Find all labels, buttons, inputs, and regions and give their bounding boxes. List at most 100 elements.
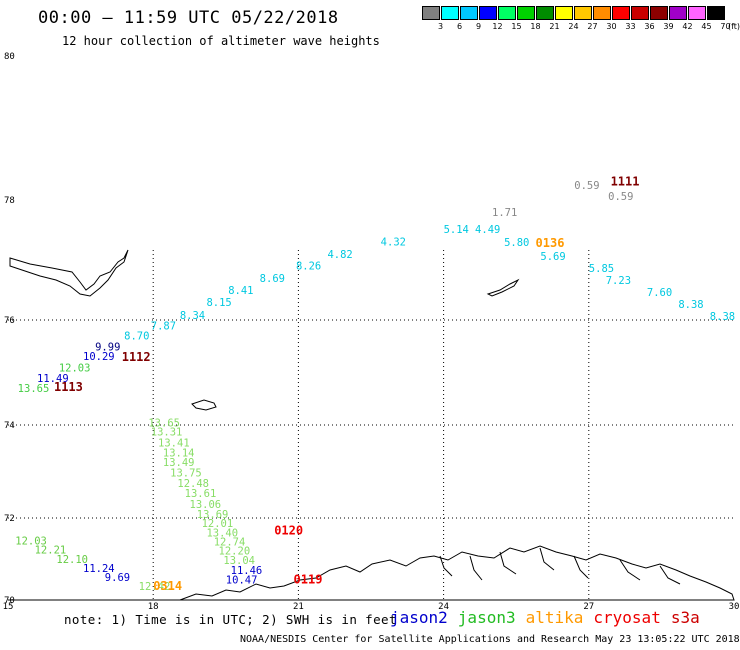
satellite-legend-entry: cryosat	[593, 608, 661, 627]
wave-height-reading: 13.65	[148, 417, 180, 429]
wave-height-reading: 12.03	[59, 362, 91, 374]
pass-time-label: 0120	[274, 523, 303, 537]
pass-time-labels: 1111 0136 1112 1113 0120 0119 0314	[54, 175, 640, 594]
lat-tick-label: 72	[4, 514, 15, 524]
pass-time-label: 1111	[611, 175, 640, 189]
colorbar-label: 33	[625, 22, 636, 31]
wave-height-reading: 8.38	[678, 299, 703, 311]
lat-tick-label: 70	[4, 596, 15, 606]
wave-height-reading: 0.59	[608, 191, 633, 203]
map-subtitle: 12 hour collection of altimeter wave hei…	[62, 34, 380, 48]
wave-height-reading: 12.48	[177, 478, 209, 490]
wave-height-reading: 12.42	[139, 581, 171, 593]
wave-height-reading: 13.49	[163, 457, 195, 469]
wave-height-reading: 8.38	[710, 311, 735, 323]
colorbar-swatch	[612, 6, 630, 20]
colorbar-swatch	[593, 6, 611, 20]
satellite-legend: jason2 jason3 altika cryosat s3a	[390, 608, 710, 627]
satellite-legend-entry: jason3	[457, 608, 516, 627]
colorbar-swatch	[479, 6, 497, 20]
wave-height-reading: 4.49	[475, 224, 500, 236]
pass-time-label: 1113	[54, 380, 83, 394]
colorbar-label: 45	[701, 22, 712, 31]
wave-height-reading: 11.46	[231, 565, 263, 577]
colorbar-swatch	[441, 6, 459, 20]
wave-height-reading: 12.01	[202, 518, 234, 530]
lon-tick-label: 21	[293, 602, 304, 612]
lon-tick-label: 30	[729, 602, 740, 612]
lon-tick-label: 18	[148, 602, 159, 612]
wave-height-reading: 13.41	[158, 437, 190, 449]
map-title: 00:00 – 11:59 UTC 05/22/2018	[38, 8, 339, 28]
svalbard-coast	[9, 249, 129, 297]
colorbar-label: 30	[606, 22, 617, 31]
colorbar-label: 3	[437, 22, 444, 31]
wave-height-reading: 0.59	[574, 180, 599, 192]
colorbar-label: 9	[475, 22, 482, 31]
wave-height-reading: 8.34	[180, 310, 205, 322]
colorbar-label: 39	[663, 22, 674, 31]
colorbar-swatch	[555, 6, 573, 20]
colorbar-swatch	[460, 6, 478, 20]
wave-height-reading: 12.20	[219, 545, 251, 557]
bear-island	[191, 399, 217, 411]
colorbar-swatch	[688, 6, 706, 20]
lon-tick-label: 27	[583, 602, 594, 612]
wave-height-reading: 10.47	[226, 575, 258, 587]
colorbar-swatch	[669, 6, 687, 20]
lat-tick-label: 76	[4, 316, 15, 326]
wave-height-reading: 5.14	[444, 224, 469, 236]
pass-time-label: 0136	[536, 236, 565, 250]
colorbar-swatch	[517, 6, 535, 20]
lat-tick-label: 78	[4, 196, 15, 206]
wave-height-reading: 13.69	[197, 509, 229, 521]
wave-height-reading: 11.24	[83, 563, 115, 575]
credit-footer: NOAA/NESDIS Center for Satellite Applica…	[240, 634, 740, 645]
colorbar-label: 6	[456, 22, 463, 31]
wave-height-reading: 11.49	[37, 373, 69, 385]
wave-height-reading: 13.14	[163, 448, 195, 460]
satellite-legend-entry: s3a	[670, 608, 700, 627]
colorbar-swatch	[498, 6, 516, 20]
wave-height-reading: 7.60	[647, 287, 672, 299]
colorbar-swatch	[650, 6, 668, 20]
colorbar-label: 12	[492, 22, 503, 31]
wave-height-reading: 9.69	[105, 572, 130, 584]
wave-height-reading: 4.32	[381, 237, 406, 249]
wave-height-reading: 12.10	[56, 554, 88, 566]
kong-karls-land	[486, 278, 520, 297]
wave-height-reading: 7.87	[151, 320, 176, 332]
norway-coast	[179, 545, 735, 601]
colorbar-swatch	[422, 6, 440, 20]
lon-tick-label: 24	[438, 602, 449, 612]
wave-height-reading: 13.65	[18, 383, 50, 395]
wave-height-reading: 7.23	[606, 275, 631, 287]
wave-height-reading: 13.31	[151, 427, 183, 439]
wave-height-reading: 1.71	[492, 207, 517, 219]
wave-height-reading: 13.04	[223, 555, 255, 567]
colorbar-label: 70	[720, 22, 731, 31]
wave-height-reading: 13.06	[190, 499, 222, 511]
lat-tick-label: 74	[4, 421, 15, 431]
colorbar-label: 15	[511, 22, 522, 31]
wave-height-reading: 8.15	[206, 297, 231, 309]
note-text: note: 1) Time is in UTC; 2) SWH is in fe…	[64, 612, 397, 627]
wave-height-reading: 5.69	[540, 251, 565, 263]
wave-height-reading: 13.75	[170, 468, 202, 480]
colorbar-unit: (ft)	[727, 22, 740, 31]
wave-height-readings: 0.59 0.59 1.71 5.14 4.49 5.80 5.69 5.857.23 7.60…	[15, 180, 735, 593]
wave-height-reading: 4.82	[327, 249, 352, 261]
colorbar-label: 18	[530, 22, 541, 31]
pass-time-label: 0119	[294, 573, 323, 587]
satellite-legend-entry: altika	[525, 608, 584, 627]
colorbar-label: 21	[549, 22, 560, 31]
coastline	[9, 249, 735, 601]
lat-lon-grid: 15 18 21 24 27 30 80 78 76 74 72 70	[3, 52, 740, 612]
wave-height-reading: 5.80	[504, 237, 529, 249]
pass-time-label: 0314	[153, 579, 182, 593]
lat-tick-label: 80	[4, 52, 15, 62]
colorbar-label: 36	[644, 22, 655, 31]
colorbar-swatch	[631, 6, 649, 20]
wave-height-reading: 8.70	[124, 330, 149, 342]
